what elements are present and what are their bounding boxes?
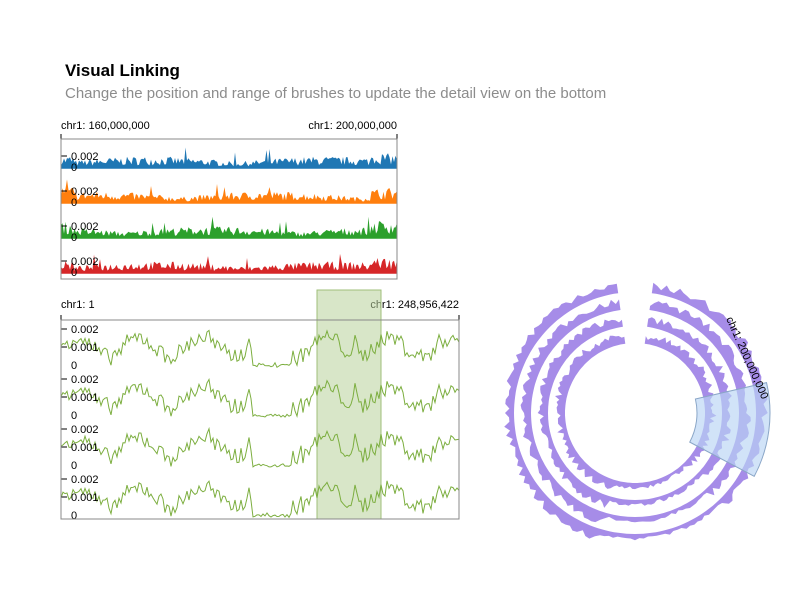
overview-line [60, 329, 460, 369]
overview-line [60, 426, 460, 468]
overview-y-tick-label: 0 [71, 360, 77, 372]
overview-tracks: 0.0020.00100.0020.00100.0020.00100.0020.… [60, 324, 460, 522]
detail-start-label: chr1: 160,000,000 [61, 120, 150, 132]
overview-y-tick-label: 0.001 [71, 392, 99, 404]
detail-area-orange [61, 179, 397, 203]
overview-y-tick-label: 0.002 [71, 474, 99, 486]
overview-track: 0.002 0.001 0 [60, 474, 460, 522]
detail-area-red [61, 253, 397, 273]
page-subtitle: Change the position and range of brushes… [65, 85, 607, 102]
overview-y-tick-label: 0 [71, 460, 77, 472]
linear-brush[interactable] [316, 289, 382, 520]
overview-y-tick-label: 0 [71, 410, 77, 422]
overview-track: 0.002 0.001 0 [60, 374, 460, 422]
overview-y-tick-label: 0.001 [71, 492, 99, 504]
overview-linear-view: chr1: 1 chr1: 248,956,422 0.0020.00100.0… [60, 289, 460, 522]
overview-y-tick-label: 0 [71, 510, 77, 522]
overview-end-label: chr1: 248,956,422 [370, 299, 459, 311]
detail-y-tick-label: 0 [71, 232, 77, 244]
detail-area-blue [61, 147, 397, 168]
circular-brush[interactable] [689, 382, 771, 478]
detail-y-tick-label: 0.002 [71, 151, 99, 163]
overview-track: 0.002 0.001 0 [60, 324, 460, 372]
overview-y-tick-label: 0.001 [71, 442, 99, 454]
overview-start-label: chr1: 1 [61, 299, 95, 311]
detail-y-tick-label: 0.002 [71, 221, 99, 233]
overview-y-tick-label: 0.002 [71, 324, 99, 336]
overview-frame [60, 319, 460, 520]
overview-y-tick-label: 0.001 [71, 342, 99, 354]
overview-y-tick-label: 0.002 [71, 374, 99, 386]
overview-circular-view: chr1: 200,000,000 [504, 282, 771, 541]
circular-area [555, 335, 717, 490]
overview-track: 0.002 0.001 0 [60, 424, 460, 472]
overview-y-tick-label: 0.002 [71, 424, 99, 436]
detail-end-label: chr1: 200,000,000 [308, 120, 397, 132]
detail-y-tick-label: 0 [71, 162, 77, 174]
detail-frame [60, 138, 398, 280]
detail-y-tick-label: 0 [71, 267, 77, 279]
page-title: Visual Linking [65, 61, 180, 80]
detail-y-tick-label: 0.002 [71, 256, 99, 268]
overview-line [60, 480, 460, 519]
detail-y-tick-label: 0.002 [71, 186, 99, 198]
overview-line [60, 378, 460, 418]
detail-y-tick-label: 0 [71, 197, 77, 209]
circular-ring [555, 335, 717, 490]
detail-area-green [61, 216, 397, 238]
detail-view: chr1: 160,000,000 chr1: 200,000,000 0.00… [60, 120, 398, 280]
